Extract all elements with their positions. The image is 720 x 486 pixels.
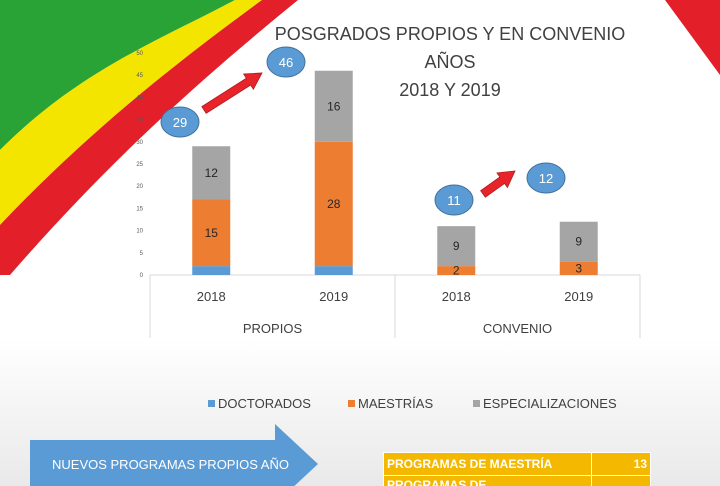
y-tick-label: 25: [136, 162, 143, 168]
growth-arrow-icon: [201, 72, 263, 114]
flag-ribbon-decoration: [0, 0, 298, 275]
data-label: 9: [453, 239, 460, 253]
chart-title-line-2: 2018 Y 2019: [399, 80, 501, 100]
y-tick-label: 40: [136, 95, 143, 101]
legend-swatch-especializaciones: [473, 400, 480, 407]
x-tick-label: 2018: [442, 289, 471, 304]
legend-label-maestrias: MAESTRÍAS: [358, 396, 434, 411]
table-row: PROGRAMAS DE MAESTRÍA 13: [383, 452, 651, 476]
legend-swatch-maestrias: [348, 400, 355, 407]
total-bubble-label: 11: [447, 193, 461, 208]
legend-label-especializaciones: ESPECIALIZACIONES: [483, 396, 617, 411]
bar-segment: [559, 221, 598, 262]
table-cell-label: PROGRAMAS DE ESPECIALIZACIÓN: [383, 475, 592, 486]
bar-segment: [437, 266, 476, 275]
y-tick-label: 20: [136, 184, 143, 190]
table-row: PROGRAMAS DE ESPECIALIZACIÓN 4: [383, 475, 651, 486]
group-label: CONVENIO: [483, 321, 552, 336]
legend-item-maestrias: MAESTRÍAS: [348, 396, 433, 411]
y-tick-label: 5: [140, 251, 144, 257]
data-label: 16: [327, 99, 341, 113]
bar-segment: [192, 266, 231, 275]
legend-item-especializaciones: ESPECIALIZACIONES: [473, 396, 617, 411]
y-tick-label: 45: [136, 73, 143, 79]
table-cell-label: PROGRAMAS DE MAESTRÍA: [383, 452, 592, 476]
data-label: 2: [453, 264, 460, 278]
table-cell-value: 4: [591, 475, 651, 486]
legend-label-doctorados: DOCTORADOS: [218, 396, 311, 411]
y-tick-label: 10: [136, 229, 143, 235]
x-tick-label: 2018: [197, 289, 226, 304]
growth-arrow-icon: [480, 170, 516, 198]
bar-segment: [314, 266, 353, 275]
total-bubble-label: 29: [173, 115, 187, 130]
y-tick-label: 0: [140, 273, 144, 279]
total-bubble: [526, 162, 566, 194]
y-tick-label: 15: [136, 206, 143, 212]
x-tick-label: 2019: [319, 289, 348, 304]
data-label: 12: [205, 166, 219, 180]
x-tick-label: 2019: [564, 289, 593, 304]
total-bubble-label: 46: [279, 55, 293, 70]
y-tick-label: 35: [136, 118, 143, 124]
bar-segment: [559, 261, 598, 275]
bar-segment: [314, 70, 353, 142]
total-bubble: [434, 184, 474, 216]
bar-segment: [437, 226, 476, 267]
data-label: 28: [327, 197, 341, 211]
legend-item-doctorados: DOCTORADOS: [208, 396, 311, 411]
data-label: 3: [575, 261, 582, 275]
data-label: 15: [205, 226, 219, 240]
bar-segment: [192, 146, 231, 200]
chart-title-line-1: POSGRADOS PROPIOS Y EN CONVENIO AÑOS: [274, 24, 626, 72]
total-bubble: [160, 106, 200, 138]
bar-segment: [314, 141, 353, 267]
y-tick-label: 30: [136, 140, 143, 146]
legend-swatch-doctorados: [208, 400, 215, 407]
chart-legend: DOCTORADOS MAESTRÍAS ESPECIALIZACIONES: [0, 396, 720, 416]
table-cell-value: 13: [591, 452, 651, 476]
total-bubble: [266, 46, 306, 78]
corner-red-decoration: [665, 0, 720, 75]
programs-table: PROGRAMAS DE MAESTRÍA 13 PROGRAMAS DE ES…: [383, 452, 651, 486]
group-label: PROPIOS: [243, 321, 303, 336]
chart-title: POSGRADOS PROPIOS Y EN CONVENIO AÑOS 201…: [270, 20, 630, 104]
growth-arrow-shape: [480, 170, 516, 198]
data-label: 9: [575, 235, 582, 249]
total-bubble-label: 12: [539, 171, 553, 186]
growth-arrow-shape: [201, 72, 263, 114]
bar-segment: [192, 199, 231, 267]
y-tick-label: 50: [136, 51, 143, 57]
banner-text: NUEVOS PROGRAMAS PROPIOS AÑO: [52, 457, 289, 472]
